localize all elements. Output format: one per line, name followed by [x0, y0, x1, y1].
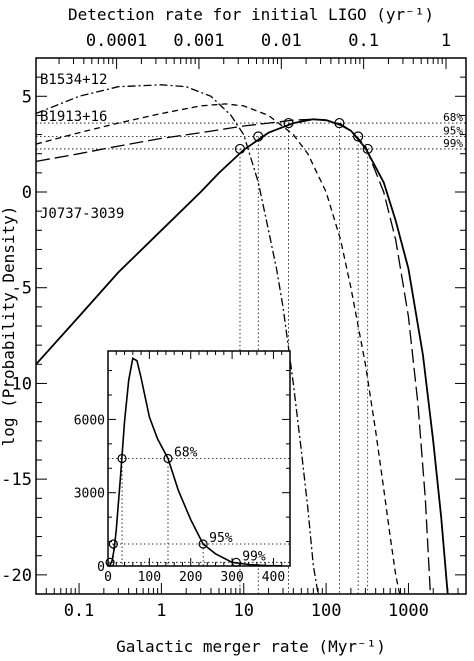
inset-x-tick-label: 400	[262, 570, 285, 585]
series-line-b1534-12	[36, 84, 319, 594]
top-tick-label: 1	[441, 31, 451, 51]
y-tick-label: -5	[12, 279, 32, 299]
y-tick-label: -15	[1, 470, 32, 490]
y-tick-label: -20	[1, 566, 32, 586]
series-line-j0737-3039	[36, 118, 449, 594]
y-axis-title: log (Probability Density)	[0, 206, 18, 447]
inset-y-tick-label: 3000	[74, 487, 105, 502]
series-label-b1913: B1913+16	[40, 109, 107, 125]
y-tick-label: -10	[1, 374, 32, 394]
inset-y-tick-label: 0	[97, 560, 105, 575]
inset-distribution-line	[107, 357, 282, 567]
inset-x-tick-label: 0	[104, 570, 112, 585]
confidence-label: 95%	[443, 124, 463, 137]
top-axis-title: Detection rate for initial LIGO (yr⁻¹)	[68, 5, 434, 24]
x-tick-label: 1000	[388, 601, 429, 621]
inset-confidence-marker	[198, 539, 208, 549]
top-tick-label: 0.001	[173, 31, 224, 51]
inset-x-tick-label: 100	[138, 570, 161, 585]
inset-confidence-marker	[108, 539, 118, 549]
confidence-marker	[353, 131, 364, 142]
inset-plot: 0 100 200 300 400 0 3000 6000 68% 95% 99%	[74, 350, 291, 585]
inset-x-tick-label: 300	[220, 570, 243, 585]
x-axis-title: Galactic merger rate (Myr⁻¹)	[116, 637, 386, 656]
top-tick-label: 0.01	[261, 31, 302, 51]
inset-confidence-label: 99%	[242, 549, 266, 564]
x-tick-label: 0.1	[64, 601, 95, 621]
inset-frame	[107, 350, 291, 567]
x-tick-label: 100	[311, 601, 342, 621]
confidence-label: 68%	[443, 111, 463, 124]
inset-confidence-label: 68%	[174, 446, 198, 461]
inset-confidence-label: 95%	[209, 531, 233, 546]
top-tick-label: 0.0001	[86, 31, 147, 51]
series-line-b1913-16	[36, 103, 401, 594]
series-label-b1534: B1534+12	[40, 72, 107, 88]
inset-y-tick-label: 6000	[74, 413, 105, 428]
inset-confidence-marker	[163, 453, 173, 464]
inset-x-tick-label: 200	[179, 570, 202, 585]
series-label-j0737: J0737-3039	[40, 206, 124, 222]
y-tick-label: 5	[22, 87, 32, 107]
top-tick-label: 0.1	[348, 31, 379, 51]
y-tick-label: 0	[22, 183, 32, 203]
inset-confidence-marker	[105, 557, 115, 567]
x-tick-label: 10	[234, 601, 254, 621]
x-tick-label: 1	[156, 601, 166, 621]
confidence-label: 99%	[443, 137, 463, 150]
